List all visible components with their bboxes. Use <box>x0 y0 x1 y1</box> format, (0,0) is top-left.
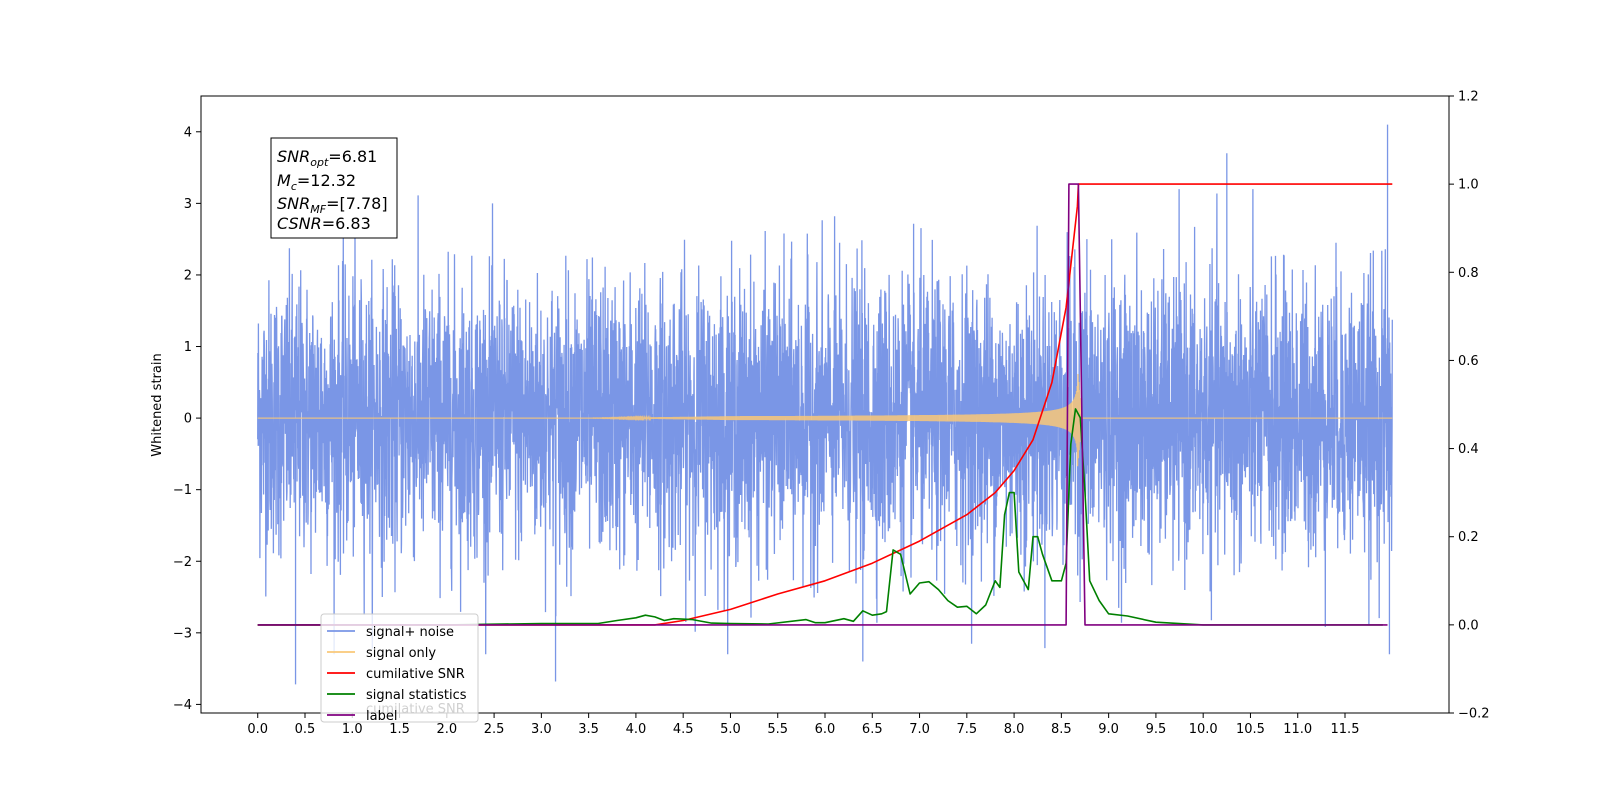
x-tick-label: 7.0 <box>909 722 930 737</box>
y-tick-label: −4 <box>173 698 192 713</box>
series-signal-noise <box>257 189 1393 655</box>
y2-tick-label: 1.2 <box>1458 90 1479 105</box>
x-tick-label: 4.0 <box>626 722 647 737</box>
legend-label: signal+ noise <box>366 625 454 640</box>
y2-tick-label: 0.4 <box>1458 442 1479 457</box>
series-cumilative-snr <box>257 183 1393 626</box>
x-tick-label: 6.0 <box>815 722 836 737</box>
y-axis-left: 4 3 2 1 0 −1 −2 −3 −4 <box>173 125 201 713</box>
x-tick-label: 6.5 <box>862 722 883 737</box>
y-tick-label: −1 <box>173 483 192 498</box>
legend: cumilative SNR signal+ noise signal only c… <box>320 613 479 724</box>
y2-tick-label: 0.6 <box>1458 354 1479 369</box>
x-axis: 0.0 0.5 1.0 1.5 2.0 2.5 3.0 3.5 4.0 4.5 5.0 5.5 6.0 6… <box>247 713 1359 737</box>
y2-tick-label: 0.2 <box>1458 530 1479 545</box>
x-tick-label: 11.5 <box>1331 722 1360 737</box>
y2-tick-label: 0.8 <box>1458 266 1479 281</box>
y-axis-right: 1.2 1.0 0.8 0.6 0.4 0.2 0.0 −0.2 <box>1449 90 1490 722</box>
y2-tick-label: 0.0 <box>1458 618 1479 633</box>
annotation-snr-opt: SNRopt=6.81 <box>277 147 377 169</box>
y2-tick-label: −0.2 <box>1458 707 1490 722</box>
plot-area <box>257 124 1393 685</box>
y-axis-title: Whitened strain <box>150 353 165 456</box>
annotation-mc: Mc=12.32 <box>277 171 356 193</box>
x-tick-label: 5.5 <box>767 722 788 737</box>
legend-label: signal only <box>366 646 436 661</box>
x-tick-label: 2.0 <box>436 722 457 737</box>
y-tick-label: −2 <box>173 555 192 570</box>
series-signal-statistics <box>257 408 1383 626</box>
x-tick-label: 4.5 <box>673 722 694 737</box>
annotation-csnr: CSNR=6.83 <box>277 214 371 233</box>
legend-label: label <box>366 709 397 724</box>
x-tick-label: 0.5 <box>295 722 316 737</box>
x-tick-label: 1.0 <box>342 722 363 737</box>
y-tick-label: −3 <box>173 626 192 641</box>
x-tick-label: 9.5 <box>1146 722 1167 737</box>
y2-tick-label: 1.0 <box>1458 178 1479 193</box>
y-tick-label: 3 <box>184 197 192 212</box>
x-tick-label: 2.5 <box>484 722 505 737</box>
x-tick-label: 3.0 <box>531 722 552 737</box>
x-tick-label: 8.0 <box>1004 722 1025 737</box>
annotation-snr-mf: SNRMF=[7.78] <box>277 194 388 216</box>
x-tick-label: 9.0 <box>1098 722 1119 737</box>
y-tick-label: 0 <box>184 412 192 427</box>
series-signal-only <box>257 373 1393 467</box>
x-tick-label: 0.0 <box>247 722 268 737</box>
y-tick-label: 4 <box>184 125 192 140</box>
y-tick-label: 1 <box>184 340 192 355</box>
y-tick-label: 2 <box>184 268 192 283</box>
legend-label: signal statistics <box>366 688 467 703</box>
x-tick-label: 8.5 <box>1051 722 1072 737</box>
x-tick-label: 11.0 <box>1283 722 1312 737</box>
x-tick-label: 5.0 <box>720 722 741 737</box>
annotation-box: SNRopt=6.81 Mc=12.32 SNRMF=[7.78] CSNR=6… <box>270 137 398 239</box>
x-tick-label: 3.5 <box>578 722 599 737</box>
legend-ghost-text: cumilative SNR <box>366 702 465 717</box>
legend-label: cumilative SNR <box>366 667 465 682</box>
x-tick-label: 1.5 <box>389 722 410 737</box>
series-label <box>257 183 1388 626</box>
x-tick-label: 10.0 <box>1189 722 1218 737</box>
x-tick-label: 10.5 <box>1236 722 1265 737</box>
x-tick-label: 7.5 <box>956 722 977 737</box>
